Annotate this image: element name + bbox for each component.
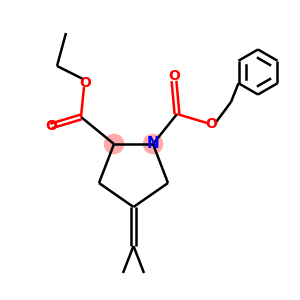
Circle shape <box>143 134 163 154</box>
Circle shape <box>104 134 124 154</box>
Text: O: O <box>80 76 92 90</box>
Text: O: O <box>206 118 218 131</box>
Text: O: O <box>45 119 57 133</box>
Text: N: N <box>147 136 159 152</box>
Text: O: O <box>168 70 180 83</box>
